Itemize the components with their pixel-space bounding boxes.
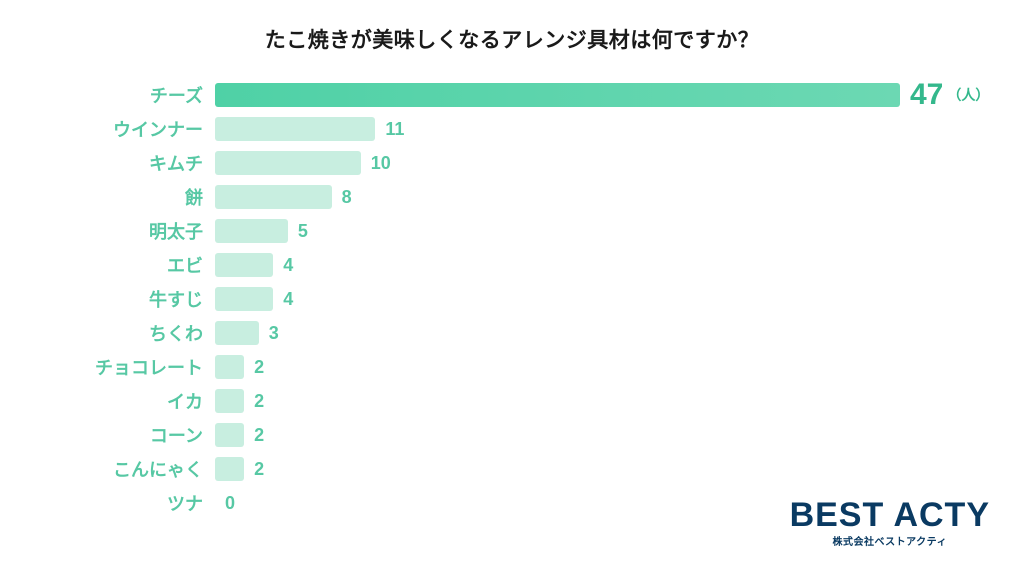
- bar: [215, 117, 375, 141]
- bar-area: 8: [215, 180, 1024, 214]
- bar-label: 牛すじ: [0, 286, 215, 312]
- logo-sub-text: 株式会社ベストアクティ: [790, 533, 990, 548]
- bar-area: 4: [215, 248, 1024, 282]
- bar-chart: チーズ47（人）ウインナー11キムチ10餅8明太子5エビ4牛すじ4ちくわ3チョコ…: [0, 78, 1024, 520]
- bar: [215, 83, 900, 107]
- bar-area: 2: [215, 418, 1024, 452]
- bar-area: 3: [215, 316, 1024, 350]
- bar-label: チーズ: [0, 82, 215, 108]
- chart-row: 餅8: [0, 180, 1024, 214]
- bar-value: 4: [283, 255, 293, 276]
- bar-area: 10: [215, 146, 1024, 180]
- bar-value: 8: [342, 187, 352, 208]
- bar-label: キムチ: [0, 150, 215, 176]
- bar: [215, 151, 361, 175]
- bar-value: 0: [225, 493, 235, 514]
- chart-row: コーン 2: [0, 418, 1024, 452]
- bar-value: 3: [269, 323, 279, 344]
- bar: [215, 219, 288, 243]
- bar-area: 2: [215, 384, 1024, 418]
- bar-value: 4: [283, 289, 293, 310]
- chart-row: 明太子 5: [0, 214, 1024, 248]
- bar-label: ちくわ: [0, 320, 215, 346]
- bar-label: ウインナー: [0, 116, 215, 142]
- bar-value: 2: [254, 425, 264, 446]
- brand-logo: BEST ACTY 株式会社ベストアクティ: [790, 500, 990, 548]
- chart-row: 牛すじ 4: [0, 282, 1024, 316]
- bar: [215, 253, 273, 277]
- bar-label: 明太子: [0, 218, 215, 244]
- bar: [215, 423, 244, 447]
- unit-label: （人）: [947, 85, 989, 105]
- bar-label: ツナ: [0, 490, 215, 516]
- bar-area: 4: [215, 282, 1024, 316]
- bar-value: 10: [371, 153, 391, 174]
- logo-main-text: BEST ACTY: [790, 500, 990, 531]
- bar-area: 5: [215, 214, 1024, 248]
- chart-row: ちくわ 3: [0, 316, 1024, 350]
- bar-value: 5: [298, 221, 308, 242]
- chart-row: イカ 2: [0, 384, 1024, 418]
- bar: [215, 185, 332, 209]
- bar-value: 2: [254, 391, 264, 412]
- bar-value: 47: [910, 78, 943, 112]
- bar: [215, 457, 244, 481]
- bar: [215, 389, 244, 413]
- bar-area: 11: [215, 112, 1024, 146]
- bar-label: 餅: [0, 184, 215, 210]
- bar-value: 11: [385, 119, 404, 140]
- bar-area: 47（人）: [215, 78, 1024, 112]
- bar: [215, 321, 259, 345]
- bar-area: 2: [215, 452, 1024, 486]
- chart-row: エビ 4: [0, 248, 1024, 282]
- chart-row: キムチ 10: [0, 146, 1024, 180]
- bar-label: チョコレート: [0, 354, 215, 380]
- chart-row: チョコレート 2: [0, 350, 1024, 384]
- chart-row: こんにゃく 2: [0, 452, 1024, 486]
- bar-value: 2: [254, 357, 264, 378]
- chart-row: ウインナー 11: [0, 112, 1024, 146]
- bar: [215, 287, 273, 311]
- bar-value: 2: [254, 459, 264, 480]
- bar-label: コーン: [0, 422, 215, 448]
- chart-title: たこ焼きが美味しくなるアレンジ具材は何ですか？: [0, 0, 1024, 54]
- bar-label: イカ: [0, 388, 215, 414]
- bar-label: こんにゃく: [0, 456, 215, 482]
- bar-area: 2: [215, 350, 1024, 384]
- chart-row: チーズ47（人）: [0, 78, 1024, 112]
- bar: [215, 355, 244, 379]
- bar-label: エビ: [0, 252, 215, 278]
